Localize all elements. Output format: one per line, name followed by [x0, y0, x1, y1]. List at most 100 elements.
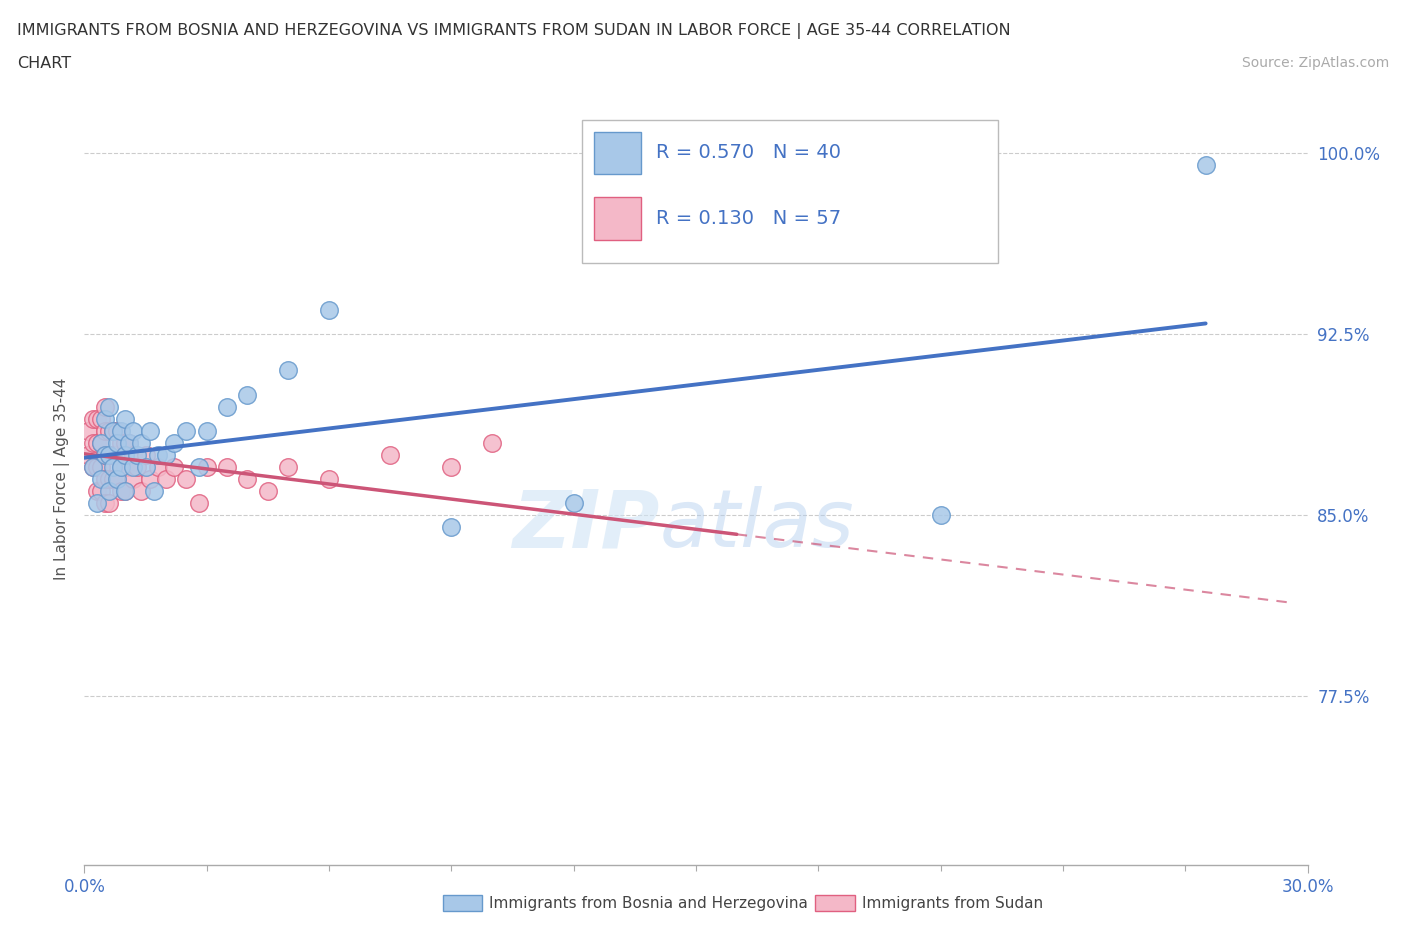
Point — [138, 423, 160, 438]
Point — [82, 411, 104, 426]
Point — [101, 472, 124, 486]
Point — [122, 472, 145, 486]
Point — [174, 423, 197, 438]
Point — [114, 411, 136, 426]
Point — [236, 387, 259, 402]
Point — [110, 484, 132, 498]
Point — [146, 447, 169, 462]
Point — [1195, 158, 1218, 173]
Point — [105, 472, 128, 486]
Point — [86, 484, 108, 498]
Point — [93, 447, 115, 462]
Point — [135, 459, 157, 474]
Point — [97, 472, 120, 486]
Point — [163, 459, 186, 474]
Point — [163, 435, 186, 450]
Point — [82, 435, 104, 450]
Point — [562, 496, 585, 511]
Point — [93, 447, 115, 462]
Point — [118, 435, 141, 450]
FancyBboxPatch shape — [595, 197, 641, 240]
Point — [138, 472, 160, 486]
Point — [131, 435, 153, 450]
Point — [122, 447, 145, 462]
Point — [142, 484, 165, 498]
Point — [110, 423, 132, 438]
Point — [90, 459, 112, 474]
Point — [114, 447, 136, 462]
Point — [146, 459, 169, 474]
Text: atlas: atlas — [659, 486, 853, 565]
Point — [90, 411, 112, 426]
Text: Immigrants from Sudan: Immigrants from Sudan — [862, 896, 1043, 910]
Point — [86, 459, 108, 474]
Point — [174, 472, 197, 486]
Point — [77, 447, 100, 462]
Point — [105, 472, 128, 486]
Point — [97, 447, 120, 462]
Point — [929, 508, 952, 523]
Point — [127, 447, 149, 462]
Point — [195, 459, 218, 474]
Point — [122, 459, 145, 474]
Point — [97, 484, 120, 498]
Text: R = 0.570   N = 40: R = 0.570 N = 40 — [655, 143, 841, 162]
Point — [187, 496, 209, 511]
Point — [93, 411, 115, 426]
Point — [97, 423, 120, 438]
Point — [86, 496, 108, 511]
Point — [155, 472, 177, 486]
Point — [114, 484, 136, 498]
Point — [110, 459, 132, 474]
Point — [90, 484, 112, 498]
Point — [86, 411, 108, 426]
Point — [86, 435, 108, 450]
Point — [114, 484, 136, 498]
Point — [122, 423, 145, 438]
Point — [105, 435, 128, 450]
Point — [217, 399, 239, 414]
Point — [105, 447, 128, 462]
Point — [257, 484, 280, 498]
Text: Source: ZipAtlas.com: Source: ZipAtlas.com — [1241, 56, 1389, 70]
Point — [101, 423, 124, 438]
Point — [481, 435, 503, 450]
Point — [217, 459, 239, 474]
Text: CHART: CHART — [17, 56, 70, 71]
Text: ZIP: ZIP — [512, 486, 659, 565]
Point — [318, 302, 340, 317]
Point — [114, 459, 136, 474]
Point — [110, 459, 132, 474]
Point — [82, 459, 104, 474]
Point — [90, 472, 112, 486]
Point — [110, 435, 132, 450]
Point — [131, 484, 153, 498]
Point — [77, 423, 100, 438]
Point — [277, 363, 299, 378]
Point — [440, 459, 463, 474]
Point — [101, 423, 124, 438]
Point — [90, 435, 112, 450]
Point — [135, 447, 157, 462]
FancyBboxPatch shape — [595, 131, 641, 174]
Point — [101, 459, 124, 474]
Text: R = 0.130   N = 57: R = 0.130 N = 57 — [655, 209, 841, 229]
Point — [97, 447, 120, 462]
Point — [97, 496, 120, 511]
Point — [93, 423, 115, 438]
Point — [195, 423, 218, 438]
Y-axis label: In Labor Force | Age 35-44: In Labor Force | Age 35-44 — [55, 378, 70, 580]
Point — [90, 435, 112, 450]
Point — [101, 447, 124, 462]
Point — [93, 472, 115, 486]
Point — [277, 459, 299, 474]
Point — [105, 423, 128, 438]
Text: IMMIGRANTS FROM BOSNIA AND HERZEGOVINA VS IMMIGRANTS FROM SUDAN IN LABOR FORCE |: IMMIGRANTS FROM BOSNIA AND HERZEGOVINA V… — [17, 23, 1011, 39]
Point — [155, 447, 177, 462]
Point — [114, 435, 136, 450]
FancyBboxPatch shape — [582, 120, 998, 263]
Point — [118, 459, 141, 474]
Point — [127, 459, 149, 474]
Point — [380, 447, 402, 462]
Point — [187, 459, 209, 474]
